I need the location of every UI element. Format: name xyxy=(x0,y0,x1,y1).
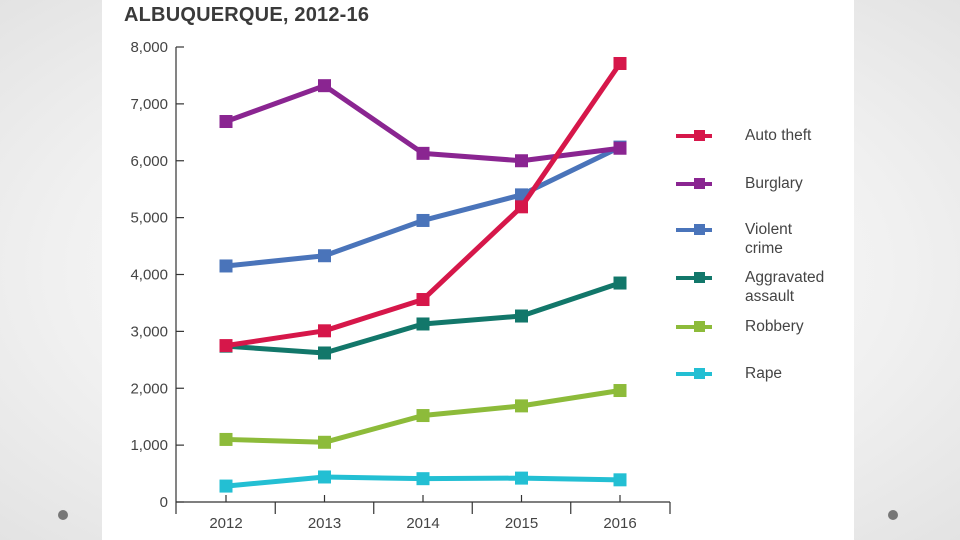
legend-label: Robbery xyxy=(745,318,804,335)
legend-item-burglary: Burglary xyxy=(676,174,856,214)
y-tick-label: 3,000 xyxy=(130,323,168,340)
y-tick-label: 2,000 xyxy=(130,380,168,397)
series-violent-crime xyxy=(219,140,627,273)
legend-label: Violent crime xyxy=(745,221,793,257)
data-point-robbery xyxy=(318,435,331,449)
series-auto-theft xyxy=(219,56,627,353)
slide-left-dot xyxy=(58,510,68,520)
legend-label: Burglary xyxy=(745,175,803,192)
data-point-burglary xyxy=(318,79,331,93)
data-point-auto-theft xyxy=(219,339,233,353)
data-point-rape xyxy=(318,470,331,484)
chart-title: ALBUQUERQUE, 2012-16 xyxy=(124,4,370,26)
y-tick-label: 6,000 xyxy=(130,153,168,170)
y-tick-label: 1,000 xyxy=(130,437,168,454)
x-tick-label: 2012 xyxy=(209,515,242,532)
series-rape xyxy=(219,470,627,493)
y-tick-label: 7,000 xyxy=(130,96,168,113)
data-point-burglary xyxy=(219,115,233,129)
data-point-robbery xyxy=(613,384,627,398)
data-point-aggravated-assault xyxy=(416,317,430,331)
legend-marker xyxy=(694,178,705,189)
legend-label: Aggravated assault xyxy=(745,269,825,305)
data-point-auto-theft xyxy=(613,56,627,70)
data-point-burglary xyxy=(613,141,627,155)
x-axis-tick-labels: 2012 2013 2014 2015 2016 xyxy=(209,515,636,532)
legend-item-violent-crime: Violent crime xyxy=(676,220,856,260)
y-axis-tick-labels: 0 1,000 2,000 3,000 4,000 5,000 6,000 7,000 8,00… xyxy=(130,39,168,511)
data-point-violent-crime xyxy=(219,259,233,273)
y-tick-label: 0 xyxy=(160,494,168,511)
data-point-auto-theft xyxy=(416,293,430,307)
x-tick-label: 2013 xyxy=(308,515,341,532)
data-point-aggravated-assault xyxy=(613,276,627,290)
data-point-burglary xyxy=(416,146,430,160)
y-tick-label: 8,000 xyxy=(130,39,168,56)
data-point-auto-theft xyxy=(318,324,331,338)
series-robbery xyxy=(219,384,627,449)
data-point-auto-theft xyxy=(515,200,528,214)
data-point-robbery xyxy=(219,432,233,446)
legend-marker xyxy=(694,272,705,283)
data-point-rape xyxy=(613,473,627,487)
data-point-violent-crime xyxy=(416,213,430,227)
legend-marker xyxy=(694,224,705,235)
data-point-rape xyxy=(219,479,233,493)
legend-item-robbery: Robbery xyxy=(676,317,856,357)
data-point-aggravated-assault xyxy=(515,309,528,323)
chart-axes xyxy=(175,46,671,514)
slide-right-dot xyxy=(888,510,898,520)
data-point-robbery xyxy=(416,409,430,423)
series-aggravated-assault xyxy=(219,276,627,360)
legend-marker xyxy=(694,368,705,379)
y-tick-label: 4,000 xyxy=(130,267,168,284)
legend-marker xyxy=(694,130,705,141)
x-tick-label: 2014 xyxy=(406,515,439,532)
data-point-violent-crime xyxy=(318,249,331,263)
data-point-aggravated-assault xyxy=(318,346,331,360)
legend-label: Rape xyxy=(745,365,783,382)
series-line-violent-crime xyxy=(225,144,622,269)
series-burglary xyxy=(219,79,627,168)
data-point-rape xyxy=(416,472,430,486)
x-tick-label: 2015 xyxy=(505,515,538,532)
data-point-robbery xyxy=(515,399,528,413)
data-point-burglary xyxy=(515,154,528,168)
legend-item-auto-theft: Auto theft xyxy=(676,126,856,166)
y-tick-label: 5,000 xyxy=(130,210,168,227)
legend-label: Auto theft xyxy=(745,127,812,144)
x-tick-label: 2016 xyxy=(603,515,636,532)
legend-marker xyxy=(694,321,705,332)
legend-item-rape: Rape xyxy=(676,364,856,404)
legend-item-aggravated-assault: Aggravated assault xyxy=(676,268,856,308)
data-point-rape xyxy=(515,471,528,485)
chart-series xyxy=(219,56,627,493)
